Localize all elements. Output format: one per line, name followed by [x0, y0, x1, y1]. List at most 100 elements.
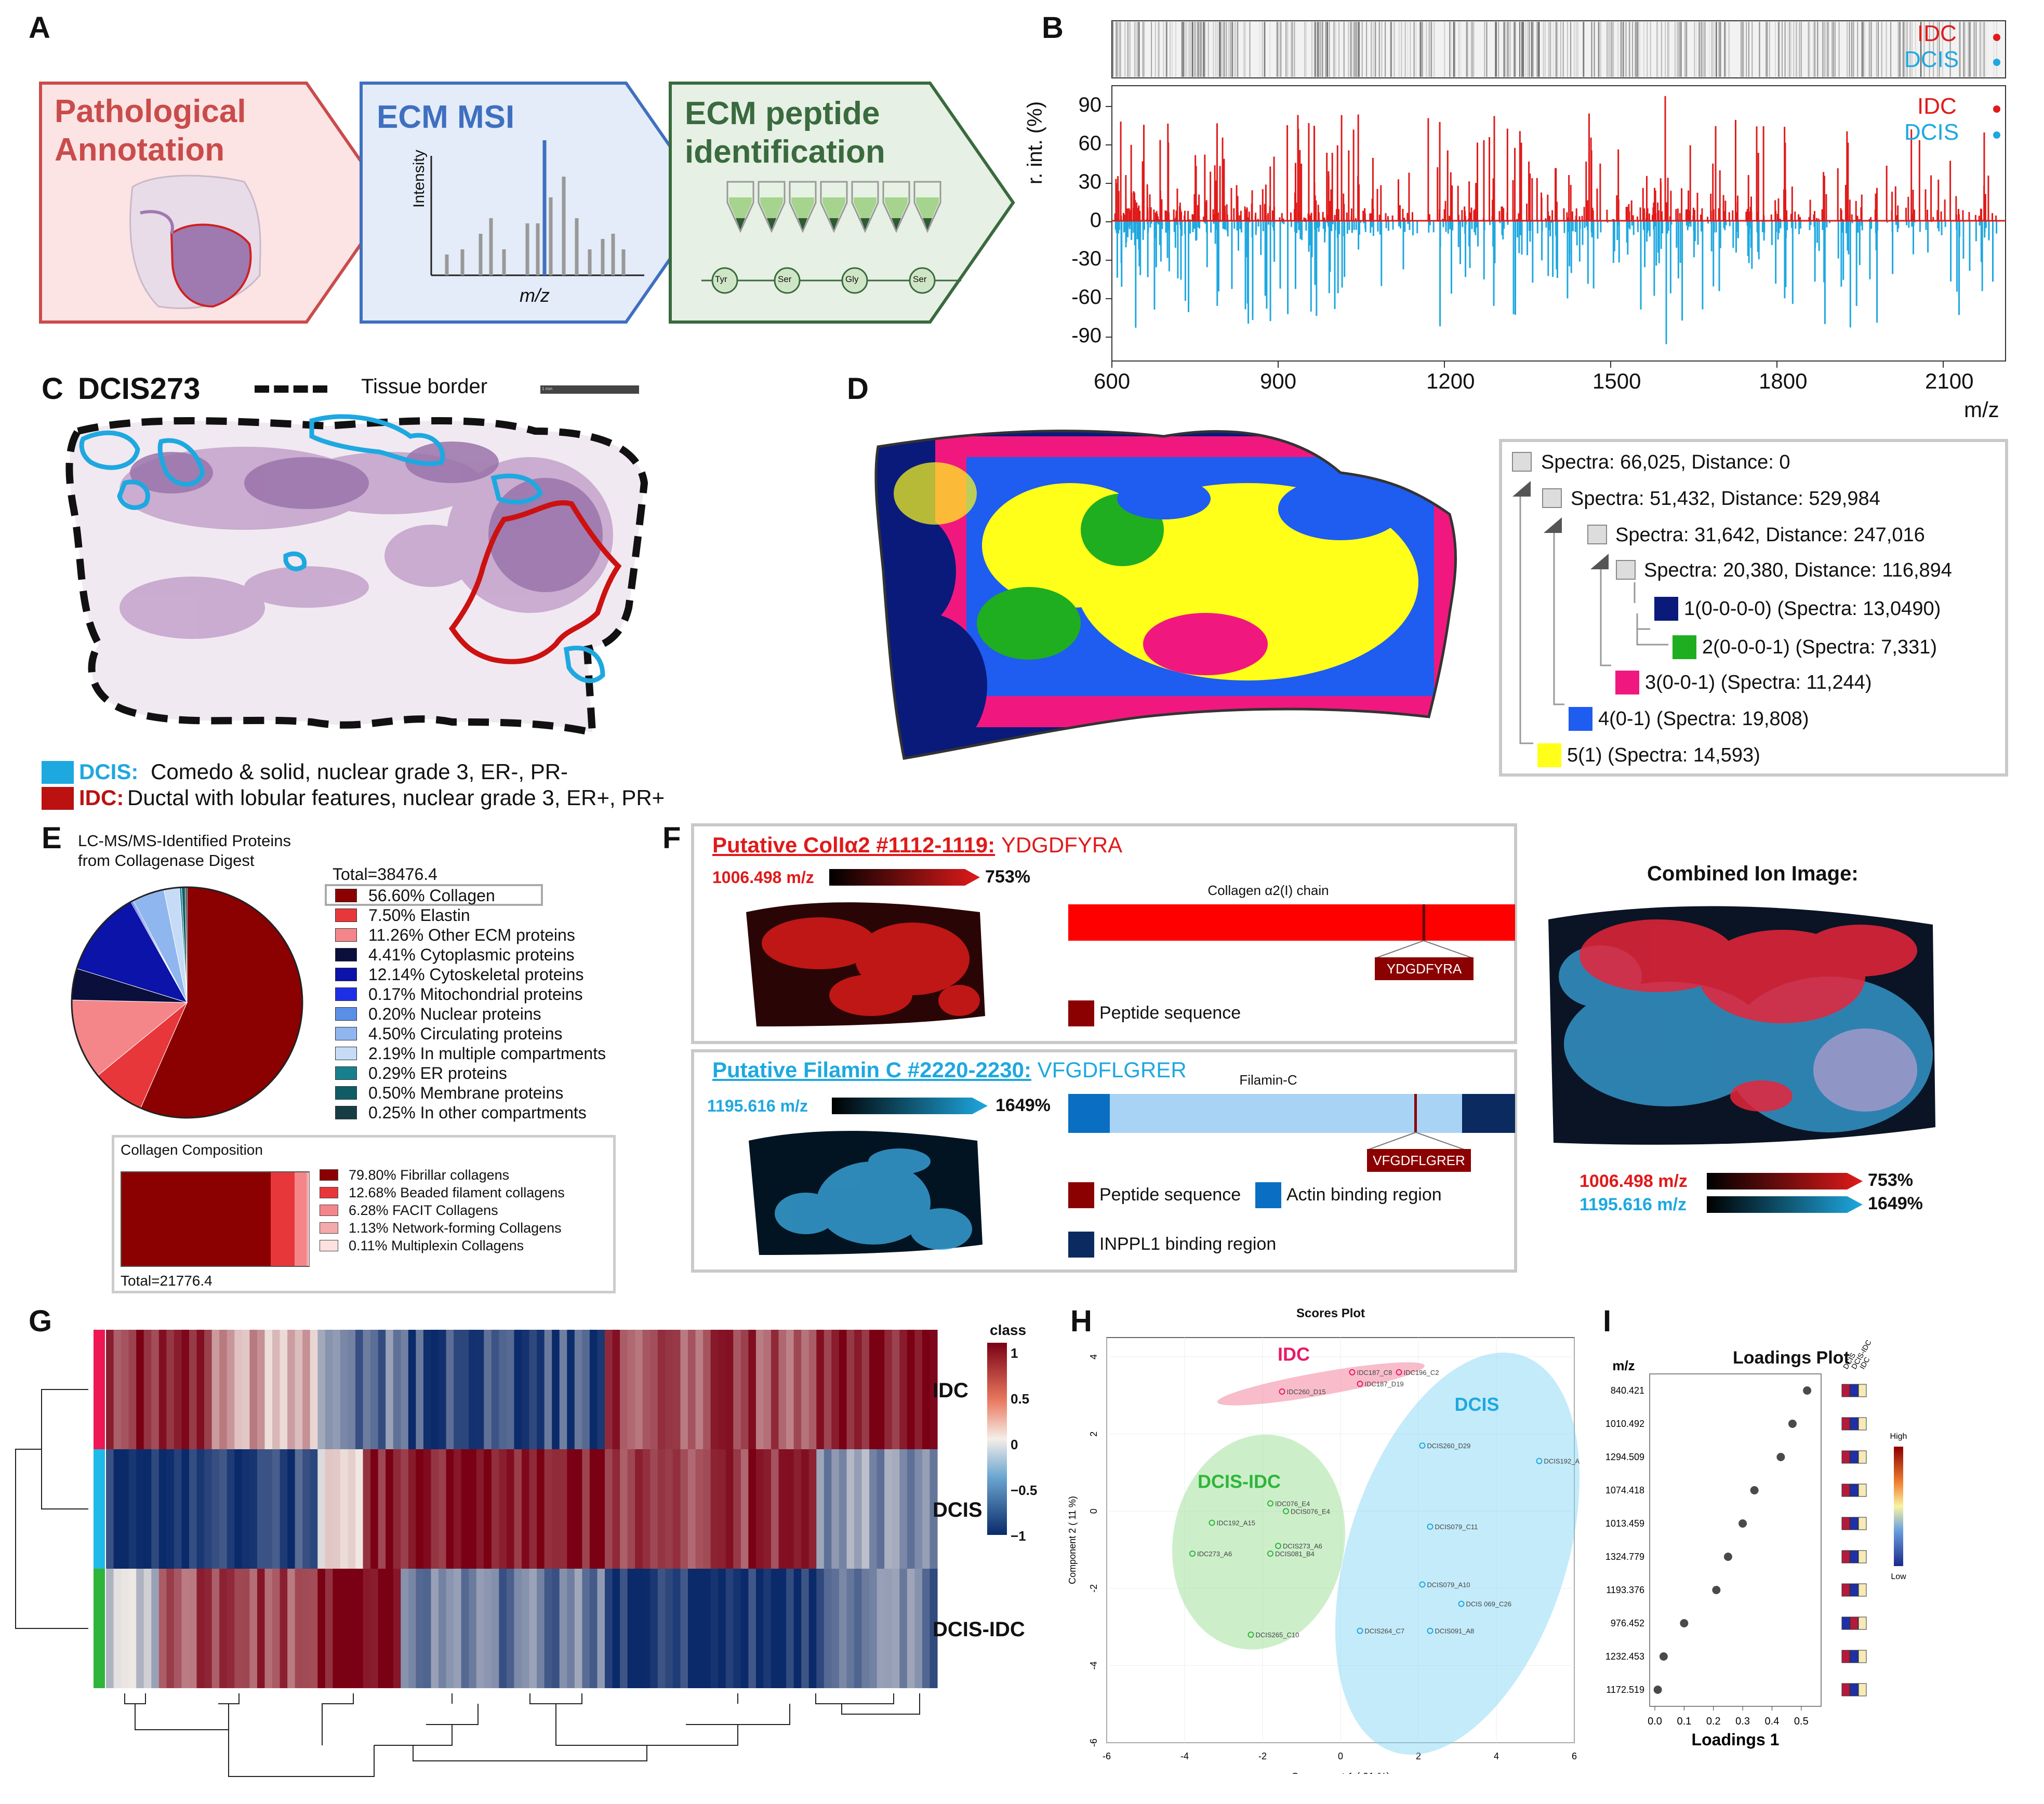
- cluster-1-swatch: [1654, 597, 1678, 621]
- heat-cell: [824, 1569, 832, 1688]
- panel-b-spectrum: [1106, 20, 2006, 368]
- group-label-dcis: DCIS: [1454, 1394, 1499, 1415]
- heat-cell: [884, 1569, 893, 1688]
- heatmap-tick-m1: −1: [1011, 1528, 1026, 1544]
- loadings-mz-label: 1294.509: [1605, 1452, 1644, 1462]
- score-point-label: DCIS091_A8: [1435, 1627, 1475, 1635]
- heat-cell: [582, 1569, 590, 1688]
- collagen-bar-segment: [122, 1172, 271, 1266]
- loadings-xtick: 0.1: [1677, 1716, 1691, 1727]
- heat-cell: [272, 1569, 281, 1688]
- collagen-legend: 79.80% Fibrillar collagens 12.68% Beaded …: [320, 1166, 565, 1254]
- heat-cell: [672, 1330, 681, 1449]
- group-label-idc: IDC: [1278, 1344, 1310, 1365]
- heat-cell: [106, 1449, 114, 1569]
- loading-class-cell: [1858, 1417, 1867, 1431]
- legend-idc: IDC: [1917, 93, 1957, 119]
- heat-cell: [884, 1330, 893, 1449]
- p1-chain-label: Collagen α2(I) chain: [1207, 883, 1329, 898]
- loadings-mz-label: 1193.376: [1606, 1585, 1644, 1595]
- pie-legend-swatch: [335, 968, 357, 981]
- heat-cell: [506, 1449, 515, 1569]
- heat-cell: [393, 1330, 401, 1449]
- loading-class-cell: [1841, 1384, 1850, 1397]
- heat-cell: [302, 1330, 311, 1449]
- heat-cell: [620, 1330, 628, 1449]
- msi-ylabel: Intensity: [410, 150, 428, 208]
- pie-legend-swatch: [335, 1027, 357, 1040]
- heat-cell: [567, 1330, 575, 1449]
- b-xtick-1800: 1800: [1759, 369, 1808, 393]
- heat-cell: [680, 1330, 688, 1449]
- loading-class-cell: [1858, 1550, 1867, 1564]
- heat-cell: [733, 1569, 741, 1688]
- heat-cell: [439, 1330, 447, 1449]
- collagen-legend-label: 12.68% Beaded filament collagens: [349, 1184, 565, 1200]
- heat-cell: [642, 1569, 651, 1688]
- panel-label-d: D: [847, 372, 869, 406]
- heat-cell: [461, 1330, 469, 1449]
- heat-cell: [778, 1449, 787, 1569]
- heat-cell: [378, 1449, 386, 1569]
- dendro-branch: [686, 1704, 790, 1725]
- combined-colorbar-1: [1707, 1173, 1863, 1190]
- collagen-bar-segment: [306, 1172, 309, 1266]
- heat-cell: [877, 1330, 885, 1449]
- loadings-title: Loadings Plot: [1733, 1348, 1850, 1368]
- heat-cell: [846, 1449, 855, 1569]
- dcis-region-1: [79, 430, 140, 470]
- heat-cell: [642, 1449, 651, 1569]
- b-ytick-60: 60: [1078, 132, 1102, 155]
- heat-cell: [816, 1569, 825, 1688]
- heat-cell: [552, 1449, 560, 1569]
- heat-cell: [151, 1569, 160, 1688]
- b-ytick-90: 90: [1078, 93, 1102, 116]
- heat-cell: [317, 1330, 326, 1449]
- loadings-mz-label: 976.452: [1611, 1618, 1644, 1628]
- scores-ytick: -4: [1089, 1661, 1099, 1669]
- heat-cell: [824, 1330, 832, 1449]
- loading-class-cell: [1850, 1384, 1859, 1397]
- collagen-legend-swatch: [320, 1169, 338, 1181]
- heat-cell: [113, 1569, 122, 1688]
- loadings-xtick: 0.5: [1794, 1716, 1809, 1727]
- score-point-label: DCIS192_A25: [1544, 1458, 1580, 1465]
- score-point: [1349, 1369, 1356, 1375]
- col-dendrogram: [124, 1693, 920, 1777]
- score-point: [1357, 1627, 1363, 1634]
- heat-cell: [537, 1330, 545, 1449]
- dendro-branch: [124, 1693, 146, 1704]
- heat-cell: [484, 1330, 492, 1449]
- panel-label-a: A: [29, 11, 50, 45]
- collagen-bar-segment: [294, 1172, 307, 1266]
- loading-class-cell: [1841, 1450, 1850, 1464]
- cluster-2-swatch: [1673, 635, 1696, 659]
- heat-cell: [386, 1569, 394, 1688]
- heat-cell: [348, 1330, 356, 1449]
- score-point: [1283, 1508, 1289, 1515]
- p2-colorbar: [832, 1098, 988, 1114]
- heat-cell: [529, 1330, 537, 1449]
- scores-xtick: 6: [1572, 1751, 1577, 1761]
- b-ylabel: r. int. (%): [1024, 101, 1046, 184]
- collagen-bar-segment: [271, 1172, 295, 1266]
- heat-cell: [121, 1569, 129, 1688]
- heat-cell: [242, 1330, 250, 1449]
- score-point-label: IDC187_D19: [1365, 1380, 1404, 1388]
- dcis-region-2: [157, 438, 205, 487]
- heat-cell: [869, 1330, 878, 1449]
- loading-point: [1680, 1619, 1689, 1627]
- class-bar-idc: [94, 1330, 105, 1449]
- dcis-region-6: [283, 551, 307, 571]
- cluster-tree-lines: [1512, 452, 1668, 744]
- tree-node-3: Spectra: 20,380, Distance: 116,894: [1644, 559, 1952, 581]
- heat-cell: [506, 1569, 515, 1688]
- pie-legend-item: 7.50% Elastin: [335, 905, 606, 925]
- collagen-legend-swatch: [320, 1187, 338, 1198]
- pie-legend-swatch: [335, 948, 357, 961]
- loading-class-cell: [1858, 1683, 1867, 1696]
- group-ellipse-idc: [1217, 1362, 1425, 1406]
- pie-legend-label: 12.14% Cytoskeletal proteins: [368, 965, 584, 984]
- heat-cell: [680, 1569, 688, 1688]
- heat-cell: [416, 1569, 424, 1688]
